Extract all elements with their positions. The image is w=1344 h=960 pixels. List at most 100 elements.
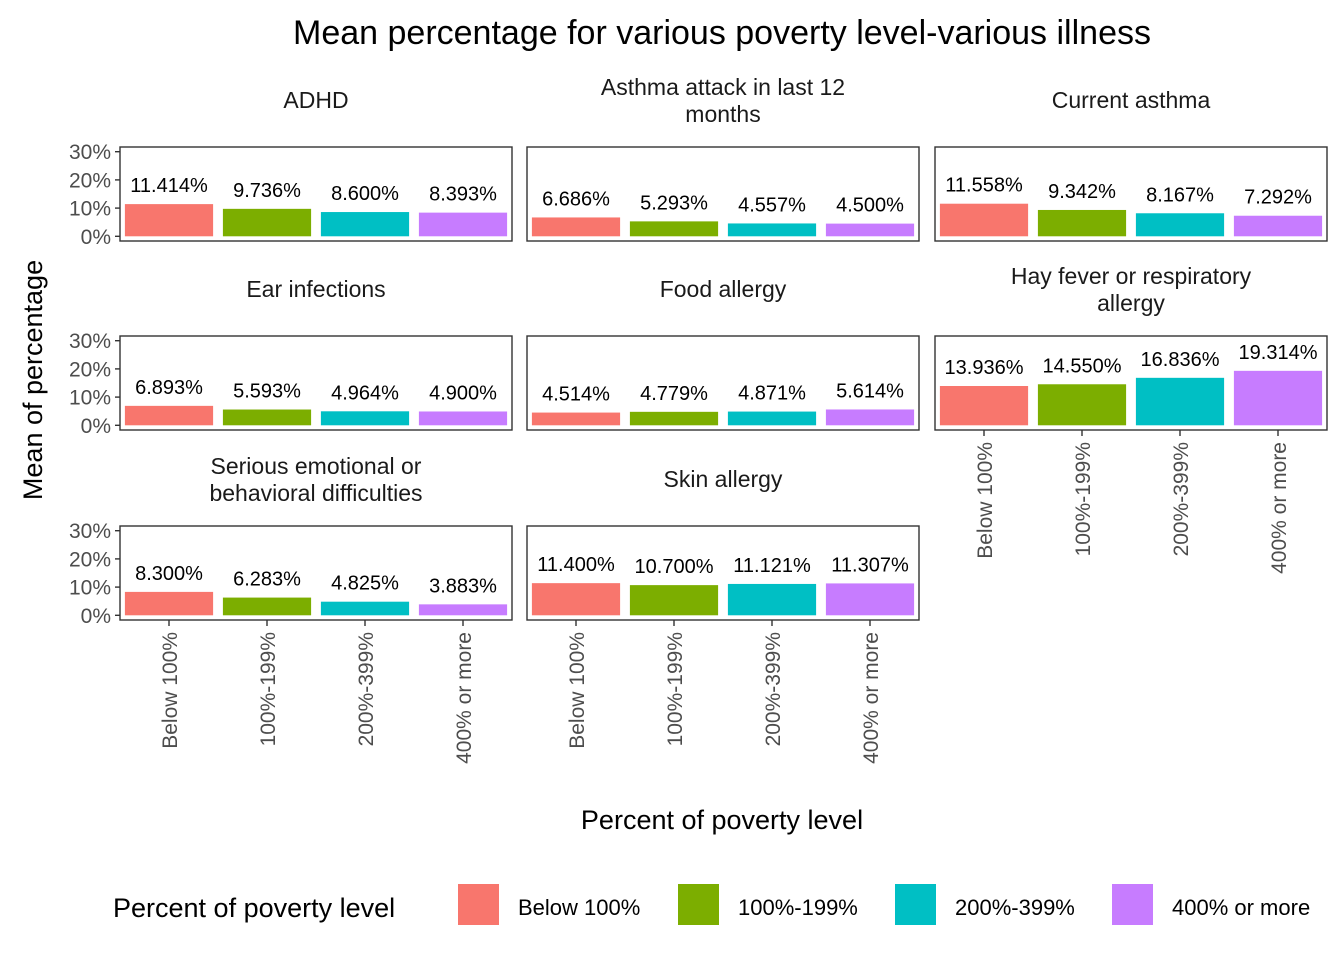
data-label: 6.893% [135, 377, 203, 399]
y-tick-label: 10% [69, 577, 111, 600]
data-label: 8.393% [429, 184, 497, 206]
legend-label: 400% or more [1172, 895, 1310, 920]
y-tick-label: 30% [69, 520, 111, 543]
facet-adhd: ADHD 0% 10% 20% 30% 11.414% 9.736% 8.600% 8.393% [69, 87, 513, 249]
data-label: 4.557% [738, 194, 806, 216]
facet-skin-allergy: Skin allergy 11.400% 10.700% 11.121% 11.307%… [526, 466, 920, 764]
x-tick-label: 200%-399% [355, 632, 378, 746]
legend-label: Below 100% [518, 895, 640, 920]
x-tick-label: 400% or more [860, 632, 883, 764]
facet-title: Hay fever or respiratory [1011, 263, 1252, 289]
bar-400-or-more [1233, 370, 1323, 426]
y-tick-label: 0% [81, 415, 111, 438]
data-label: 11.414% [130, 175, 208, 197]
data-label: 5.614% [836, 380, 904, 402]
facet-title: Skin allergy [664, 466, 783, 492]
x-tick-label: 400% or more [1268, 442, 1291, 574]
facet-title: allergy [1097, 290, 1165, 316]
bar-100-199 [222, 409, 312, 426]
y-tick-label: 0% [81, 605, 111, 628]
facet-current-asthma: Current asthma 11.558% 9.342% 8.167% 7.292% [934, 87, 1328, 242]
data-label: 7.292% [1244, 187, 1312, 209]
y-tick-label: 10% [69, 387, 111, 410]
bar-200-399 [1135, 377, 1225, 426]
bar-100-199 [1037, 384, 1127, 426]
data-label: 9.736% [233, 180, 301, 202]
bar-below-100 [531, 583, 621, 616]
facet-food-allergy: Food allergy 4.514% 4.779% 4.871% 5.614% [526, 276, 920, 431]
x-tick-label: 200%-399% [762, 632, 785, 746]
bar-200-399 [727, 411, 817, 426]
data-label: 4.964% [331, 382, 399, 404]
x-tick-label: 100%-199% [664, 632, 687, 746]
x-tick-label: 200%-399% [1170, 442, 1193, 556]
facet-title: ADHD [283, 87, 348, 113]
bar-below-100 [939, 386, 1029, 426]
x-tick-label: Below 100% [974, 442, 997, 559]
legend-label: 100%-199% [738, 895, 858, 920]
data-label: 3.883% [429, 575, 497, 597]
data-label: 8.167% [1146, 184, 1214, 206]
bar-400-or-more [418, 411, 508, 426]
bar-400-or-more [825, 223, 915, 237]
legend-key-100-199 [678, 884, 719, 925]
y-tick-label: 30% [69, 141, 111, 164]
bar-200-399 [320, 411, 410, 426]
y-tick-label: 30% [69, 330, 111, 353]
data-label: 4.514% [542, 384, 610, 406]
bar-200-399 [320, 601, 410, 616]
bar-200-399 [320, 212, 410, 237]
facet-title: Current asthma [1052, 87, 1211, 113]
bar-below-100 [531, 412, 621, 426]
legend-key-400-or-more [1112, 884, 1153, 925]
bar-below-100 [531, 217, 621, 237]
facet-title: Serious emotional or [211, 453, 422, 479]
data-label: 11.307% [831, 554, 909, 576]
y-tick-label: 20% [69, 548, 111, 571]
data-label: 4.825% [331, 573, 399, 595]
bar-400-or-more [1233, 215, 1323, 237]
x-axis-title: Percent of poverty level [581, 805, 863, 835]
facet-title: Food allergy [660, 276, 787, 302]
legend-label: 200%-399% [955, 895, 1075, 920]
bar-400-or-more [418, 212, 508, 237]
data-label: 4.871% [738, 383, 806, 405]
data-label: 4.900% [429, 382, 497, 404]
data-label: 11.400% [537, 554, 615, 576]
data-label: 4.779% [640, 383, 708, 405]
facet-title: behavioral difficulties [209, 480, 422, 506]
bar-200-399 [1135, 213, 1225, 237]
y-axis-title: Mean of percentage [18, 260, 48, 500]
legend-key-below-100 [458, 884, 499, 925]
data-label: 14.550% [1043, 355, 1122, 377]
bar-200-399 [727, 223, 817, 237]
data-label: 10.700% [635, 556, 714, 578]
bar-100-199 [1037, 209, 1127, 237]
bar-below-100 [124, 591, 214, 616]
facet-ear-infections: Ear infections 0% 10% 20% 30% 6.893% 5.593% 4.9… [69, 276, 513, 438]
bar-400-or-more [825, 409, 915, 426]
data-label: 5.593% [233, 381, 301, 403]
x-tick-label: Below 100% [159, 632, 182, 749]
bar-below-100 [939, 203, 1029, 237]
data-label: 19.314% [1239, 342, 1318, 364]
x-tick-label: Below 100% [566, 632, 589, 749]
data-label: 6.283% [233, 569, 301, 591]
bar-200-399 [727, 583, 817, 616]
y-tick-label: 20% [69, 358, 111, 381]
facet-title: months [685, 101, 760, 127]
data-label: 11.558% [945, 175, 1023, 197]
data-label: 5.293% [640, 192, 708, 214]
bar-400-or-more [418, 604, 508, 616]
facet-title: Asthma attack in last 12 [601, 74, 845, 100]
legend-key-200-399 [895, 884, 936, 925]
bar-100-199 [629, 221, 719, 237]
bar-100-199 [629, 411, 719, 426]
facet-title: Ear infections [246, 276, 385, 302]
legend-title: Percent of poverty level [113, 893, 395, 923]
data-label: 13.936% [945, 357, 1024, 379]
facet-panels: ADHD 0% 10% 20% 30% 11.414% 9.736% 8.600% 8.393%… [69, 74, 1328, 764]
y-tick-label: 0% [81, 226, 111, 249]
x-tick-label: 100%-199% [1072, 442, 1095, 556]
